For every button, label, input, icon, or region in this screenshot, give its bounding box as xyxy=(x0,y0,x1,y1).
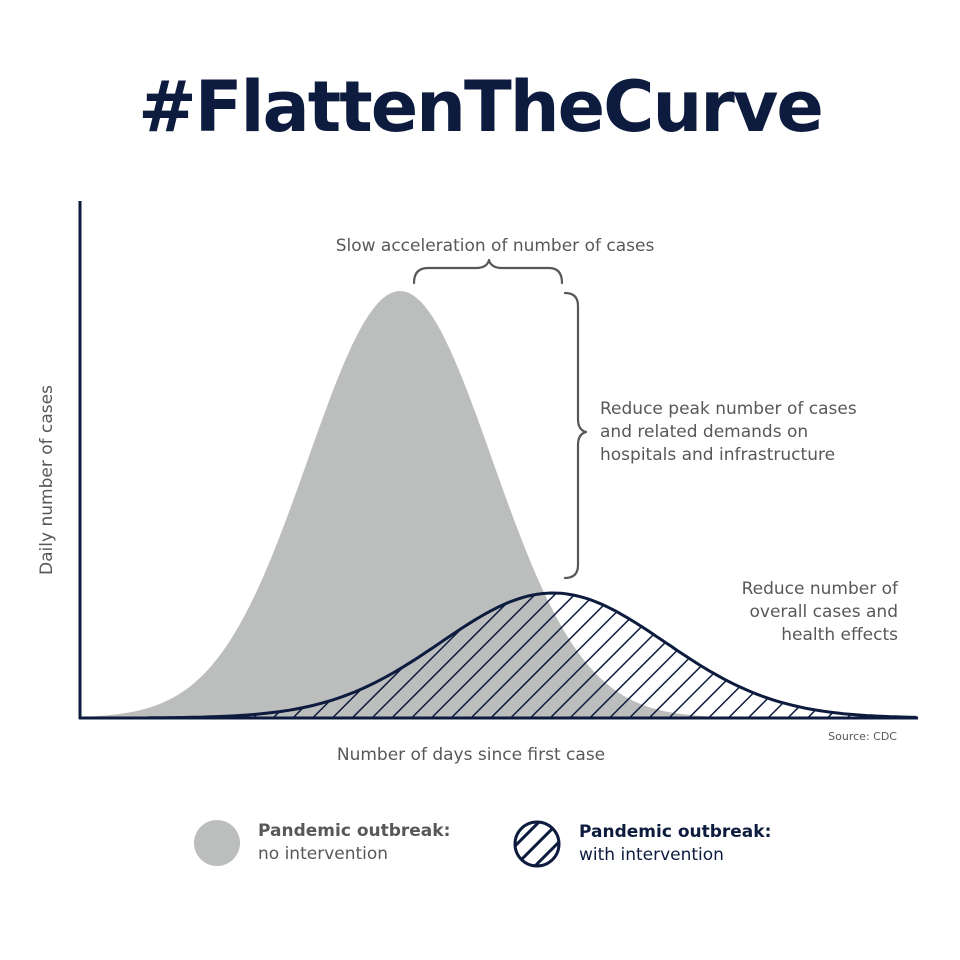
legend-no-intervention-subtitle: no intervention xyxy=(258,844,389,864)
page-title: #FlattenTheCurve xyxy=(138,66,824,148)
no-intervention-curve xyxy=(80,291,760,718)
hatched-circle-icon xyxy=(513,820,561,868)
reduce-peak-label-line3: hospitals and infrastructure xyxy=(600,445,835,465)
slow-acceleration-label: Slow acceleration of number of cases xyxy=(336,236,655,256)
legend-with-intervention-title: Pandemic outbreak: xyxy=(579,822,772,842)
gray-circle-icon xyxy=(194,820,240,866)
reduce-overall-label-line3: health effects xyxy=(781,625,898,645)
legend-no-intervention-title: Pandemic outbreak: xyxy=(258,821,451,841)
source-label: Source: CDC xyxy=(828,730,897,743)
slow-acceleration-brace xyxy=(412,258,564,285)
reduce-peak-label-line2: and related demands on xyxy=(600,422,808,442)
reduce-overall-label-line2: overall cases and xyxy=(749,602,898,622)
reduce-overall-label-line1: Reduce number of xyxy=(742,579,899,599)
legend-item-with-intervention: Pandemic outbreak: with intervention xyxy=(513,820,771,868)
with-intervention-curve xyxy=(148,591,917,720)
legend-item-no-intervention: Pandemic outbreak: no intervention xyxy=(194,820,450,866)
reduce-peak-label-line1: Reduce peak number of cases xyxy=(600,399,857,419)
y-axis-label: Daily number of cases xyxy=(37,385,57,575)
x-axis-label: Number of days since first case xyxy=(337,745,605,765)
reduce-peak-brace xyxy=(563,291,588,580)
legend-with-intervention-subtitle: with intervention xyxy=(579,845,724,865)
